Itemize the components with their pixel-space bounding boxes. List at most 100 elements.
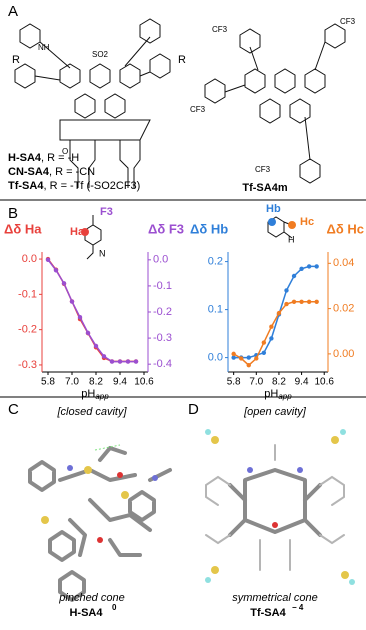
x-axis-subscript: app bbox=[278, 392, 292, 401]
series-line bbox=[233, 301, 317, 367]
x-axis-subscript: app bbox=[95, 392, 109, 401]
y2-tick-label: 0.0 bbox=[153, 254, 168, 266]
compound-name: H-SA4 bbox=[69, 607, 103, 619]
data-point bbox=[276, 310, 282, 316]
data-point bbox=[261, 350, 267, 355]
compound-name: H-SA4 bbox=[8, 152, 42, 164]
y2-tick-label: -0.1 bbox=[153, 280, 172, 292]
panel-label: B bbox=[8, 205, 18, 222]
atom-label: SO2 bbox=[92, 50, 109, 59]
legend-text: , R = -Tf (-SO2CF3) bbox=[43, 180, 140, 192]
data-point bbox=[314, 264, 319, 269]
inset-left bbox=[81, 215, 102, 260]
y2-tick-label: 0.02 bbox=[333, 303, 354, 315]
compound-name: CN-SA4 bbox=[8, 166, 50, 178]
y-tick-label: -0.1 bbox=[18, 288, 37, 300]
y2-tick-label: -0.4 bbox=[153, 358, 172, 370]
inset-label: Hb bbox=[266, 203, 281, 215]
series-line bbox=[47, 259, 136, 363]
structure-right bbox=[204, 23, 346, 184]
inset-label: N bbox=[99, 248, 106, 258]
legend-entry: Tf-SA4, R = -Tf (-SO2CF3) bbox=[8, 180, 140, 192]
data-point bbox=[306, 299, 312, 305]
data-point bbox=[254, 356, 259, 361]
atom-label: CF3 bbox=[190, 105, 206, 114]
y-tick-label: -0.2 bbox=[18, 324, 37, 336]
compound-legend: H-SA4, R = -H CN-SA4, R = -CN Tf-SA4, R = … bbox=[8, 152, 140, 192]
inset-label: H bbox=[288, 234, 295, 244]
x-axis-title: pHapp bbox=[81, 388, 109, 401]
data-point bbox=[306, 264, 312, 269]
data-point bbox=[261, 340, 267, 345]
data-point bbox=[299, 266, 304, 271]
legend-text: , R = -H bbox=[41, 152, 79, 164]
x-tick-label: 7.0 bbox=[249, 377, 263, 388]
legend-entry: H-SA4, R = -H bbox=[8, 152, 79, 164]
data-point bbox=[45, 257, 51, 263]
chart: 5.8 7.0 8.2 9.4 10.6 0.0 -0.1 -0.2 -0.3 0.0 -0.1 -0… bbox=[4, 221, 184, 401]
panel-label: A bbox=[8, 3, 18, 20]
series-line bbox=[47, 258, 136, 363]
y2-tick-label: -0.3 bbox=[153, 332, 172, 344]
inset-label: Hc bbox=[300, 216, 314, 228]
data-point bbox=[61, 281, 67, 286]
y2-axis-title: Δδ F3 bbox=[148, 221, 184, 236]
data-point bbox=[284, 301, 289, 307]
structure-left bbox=[14, 18, 171, 188]
panel-title: [closed cavity] bbox=[56, 406, 127, 418]
data-point bbox=[246, 355, 251, 360]
x-axis-title: pHapp bbox=[264, 388, 292, 401]
x-axis-title: pH bbox=[81, 388, 95, 400]
data-point bbox=[93, 343, 99, 349]
data-point bbox=[85, 330, 91, 336]
data-point bbox=[299, 299, 304, 305]
y-axis-title: Δδ Hb bbox=[190, 221, 228, 236]
atom-label: CF3 bbox=[255, 165, 271, 174]
y-tick-label: -0.3 bbox=[18, 359, 37, 371]
y-tick-label: 0.2 bbox=[208, 256, 223, 268]
charge: 0 bbox=[112, 603, 117, 612]
data-point bbox=[53, 268, 59, 273]
x-tick-label: 9.4 bbox=[113, 377, 127, 388]
x-tick-label: 5.8 bbox=[41, 377, 55, 388]
inset-label: F3 bbox=[100, 206, 113, 218]
caption: pinched cone bbox=[58, 592, 124, 604]
data-point bbox=[69, 299, 75, 304]
compound-name: Tf-SA4 bbox=[250, 607, 286, 619]
data-point bbox=[231, 351, 236, 357]
x-tick-label: 8.2 bbox=[272, 377, 286, 388]
y2-tick-label: 0.04 bbox=[333, 257, 354, 269]
inset-right bbox=[267, 216, 296, 239]
data-point bbox=[284, 288, 289, 293]
x-tick-label: 7.0 bbox=[65, 377, 79, 388]
data-point bbox=[117, 359, 123, 364]
x-tick-label: 10.6 bbox=[314, 377, 334, 388]
y2-axis-title: Δδ Hc bbox=[327, 221, 364, 236]
data-point bbox=[109, 359, 115, 364]
data-point bbox=[269, 324, 274, 329]
atom-label: O bbox=[62, 147, 68, 156]
y-axis-title: Δδ Ha bbox=[4, 221, 42, 236]
atom-label: CF3 bbox=[340, 17, 356, 26]
molecule-closed bbox=[28, 444, 172, 602]
x-axis-title: pH bbox=[264, 388, 278, 400]
data-point bbox=[133, 359, 139, 364]
data-point bbox=[231, 355, 236, 360]
y-tick-label: 0.0 bbox=[208, 352, 223, 364]
y-tick-label: 0.1 bbox=[208, 304, 223, 316]
x-tick-label: 5.8 bbox=[227, 377, 241, 388]
y-tick-label: 0.0 bbox=[22, 253, 37, 265]
legend-entry: CN-SA4, R = -CN bbox=[8, 166, 95, 178]
panel-label: C bbox=[8, 401, 19, 418]
compound-name: Tf-SA4m bbox=[242, 182, 287, 194]
data-point bbox=[239, 356, 244, 361]
legend-text: , R = -CN bbox=[49, 166, 95, 178]
panel-title: [open cavity] bbox=[243, 406, 307, 418]
inset-label: Ha bbox=[70, 226, 85, 238]
data-point bbox=[101, 354, 107, 359]
x-tick-label: 10.6 bbox=[134, 377, 154, 388]
caption: symmetrical cone bbox=[232, 592, 318, 604]
panel-label: D bbox=[188, 401, 199, 418]
atom-label: R bbox=[12, 54, 20, 66]
